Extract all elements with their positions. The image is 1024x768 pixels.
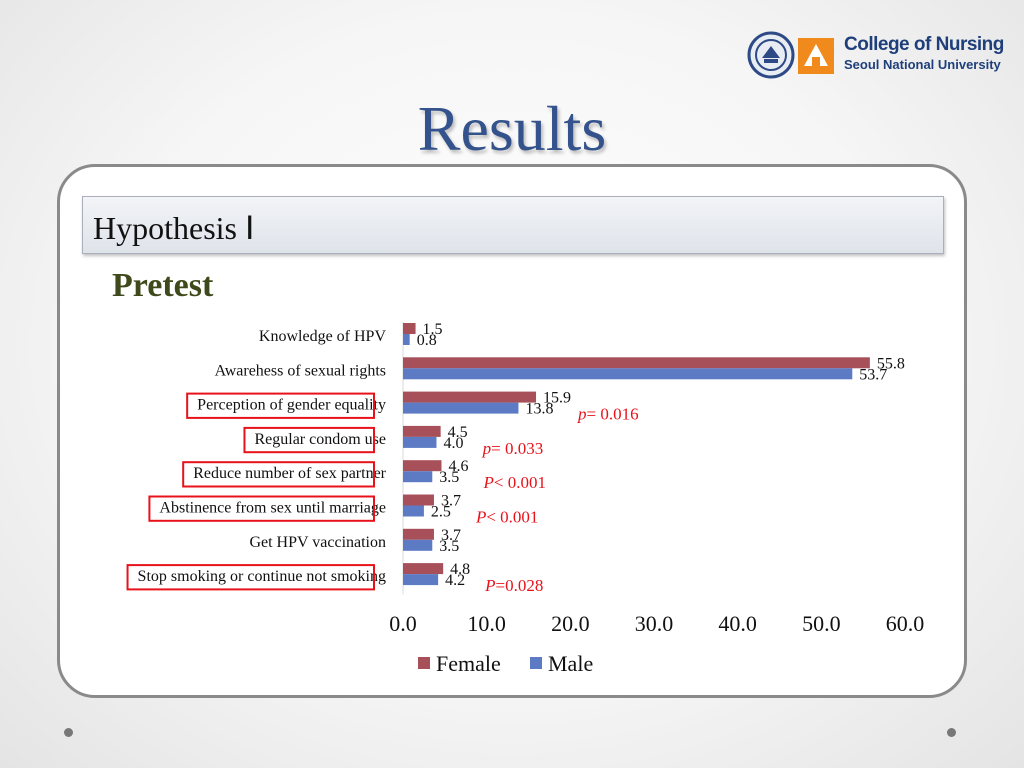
x-tick-label: 40.0 <box>718 611 757 636</box>
bar-male <box>403 539 433 551</box>
bar-male <box>403 368 853 380</box>
category-label: Awarehess of sexual rights <box>215 362 386 379</box>
category-label: Stop smoking or continue not smoking <box>138 568 386 585</box>
data-label-male: 2.5 <box>431 504 451 521</box>
p-value-annotation: P< 0.001 <box>482 473 545 492</box>
data-label-male: 3.5 <box>439 469 459 486</box>
bar-male <box>403 402 519 414</box>
data-label-female: 4.5 <box>448 424 468 441</box>
data-label-female: 55.8 <box>877 355 905 372</box>
bar-female <box>403 563 444 575</box>
category-label: Regular condom use <box>254 431 386 448</box>
highlight-box <box>126 564 375 591</box>
bar-female <box>403 357 870 369</box>
data-label-female: 4.8 <box>450 561 470 578</box>
x-tick-label: 30.0 <box>635 611 674 636</box>
chart-subtitle: Pretest <box>112 267 214 304</box>
p-value-annotation: p= 0.016 <box>577 405 639 424</box>
data-label-male: 53.7 <box>859 366 887 383</box>
section-title: Hypothesis Ⅰ <box>93 210 255 246</box>
snu-emblem-icon <box>747 31 834 79</box>
bar-male <box>403 471 433 483</box>
highlight-box <box>182 461 375 488</box>
legend-swatch-male <box>530 657 542 669</box>
data-label-female: 4.6 <box>448 458 468 475</box>
category-label: Abstinence from sex until marriage <box>159 500 386 517</box>
logo-university-name: Seoul National University <box>844 57 1001 72</box>
bar-male <box>403 436 437 448</box>
bar-male <box>403 505 424 517</box>
data-label-female: 3.7 <box>441 527 461 544</box>
data-label-female: 3.7 <box>441 493 461 510</box>
data-label-female: 1.5 <box>423 321 443 338</box>
college-logo: College of Nursing Seoul National Univer… <box>746 30 1011 80</box>
p-value-annotation: P< 0.001 <box>475 508 538 527</box>
data-label-male: 3.5 <box>439 538 459 555</box>
legend-label-male: Male <box>548 651 593 676</box>
bar-male <box>403 574 439 586</box>
bar-female <box>403 323 416 334</box>
category-label: Knowledge of HPV <box>259 328 387 345</box>
category-label: Reduce number of sex partner <box>193 465 386 482</box>
legend-label-female: Female <box>436 651 501 676</box>
x-tick-label: 0.0 <box>389 611 417 636</box>
x-tick-label: 20.0 <box>551 611 590 636</box>
data-label-male: 4.2 <box>445 572 465 589</box>
data-label-male: 4.0 <box>443 435 463 452</box>
bar-female <box>403 528 434 540</box>
category-label: Get HPV vaccination <box>249 534 386 551</box>
bar-male <box>403 334 410 345</box>
data-label-male: 0.8 <box>417 332 437 349</box>
x-tick-label: 60.0 <box>886 611 925 636</box>
legend-swatch-female <box>418 657 430 669</box>
bar-female <box>403 494 434 506</box>
p-value-annotation: p= 0.033 <box>482 439 544 458</box>
bar-female <box>403 391 537 403</box>
bar-female <box>403 460 442 472</box>
corner-dot <box>947 728 956 737</box>
highlight-box <box>148 495 375 522</box>
category-label: Perception of gender equality <box>197 397 386 414</box>
corner-dot <box>64 728 73 737</box>
data-label-female: 15.9 <box>543 390 571 407</box>
highlight-box <box>186 392 375 419</box>
logo-college-name: College of Nursing <box>844 34 1004 55</box>
p-value-annotation: P=0.028 <box>484 576 543 595</box>
x-tick-label: 50.0 <box>802 611 841 636</box>
slide-title: Results <box>417 93 607 164</box>
highlight-box <box>243 426 375 454</box>
data-label-male: 13.8 <box>525 401 553 418</box>
x-tick-label: 10.0 <box>467 611 506 636</box>
section-header: Hypothesis Ⅰ <box>82 196 944 254</box>
bar-female <box>403 425 441 437</box>
